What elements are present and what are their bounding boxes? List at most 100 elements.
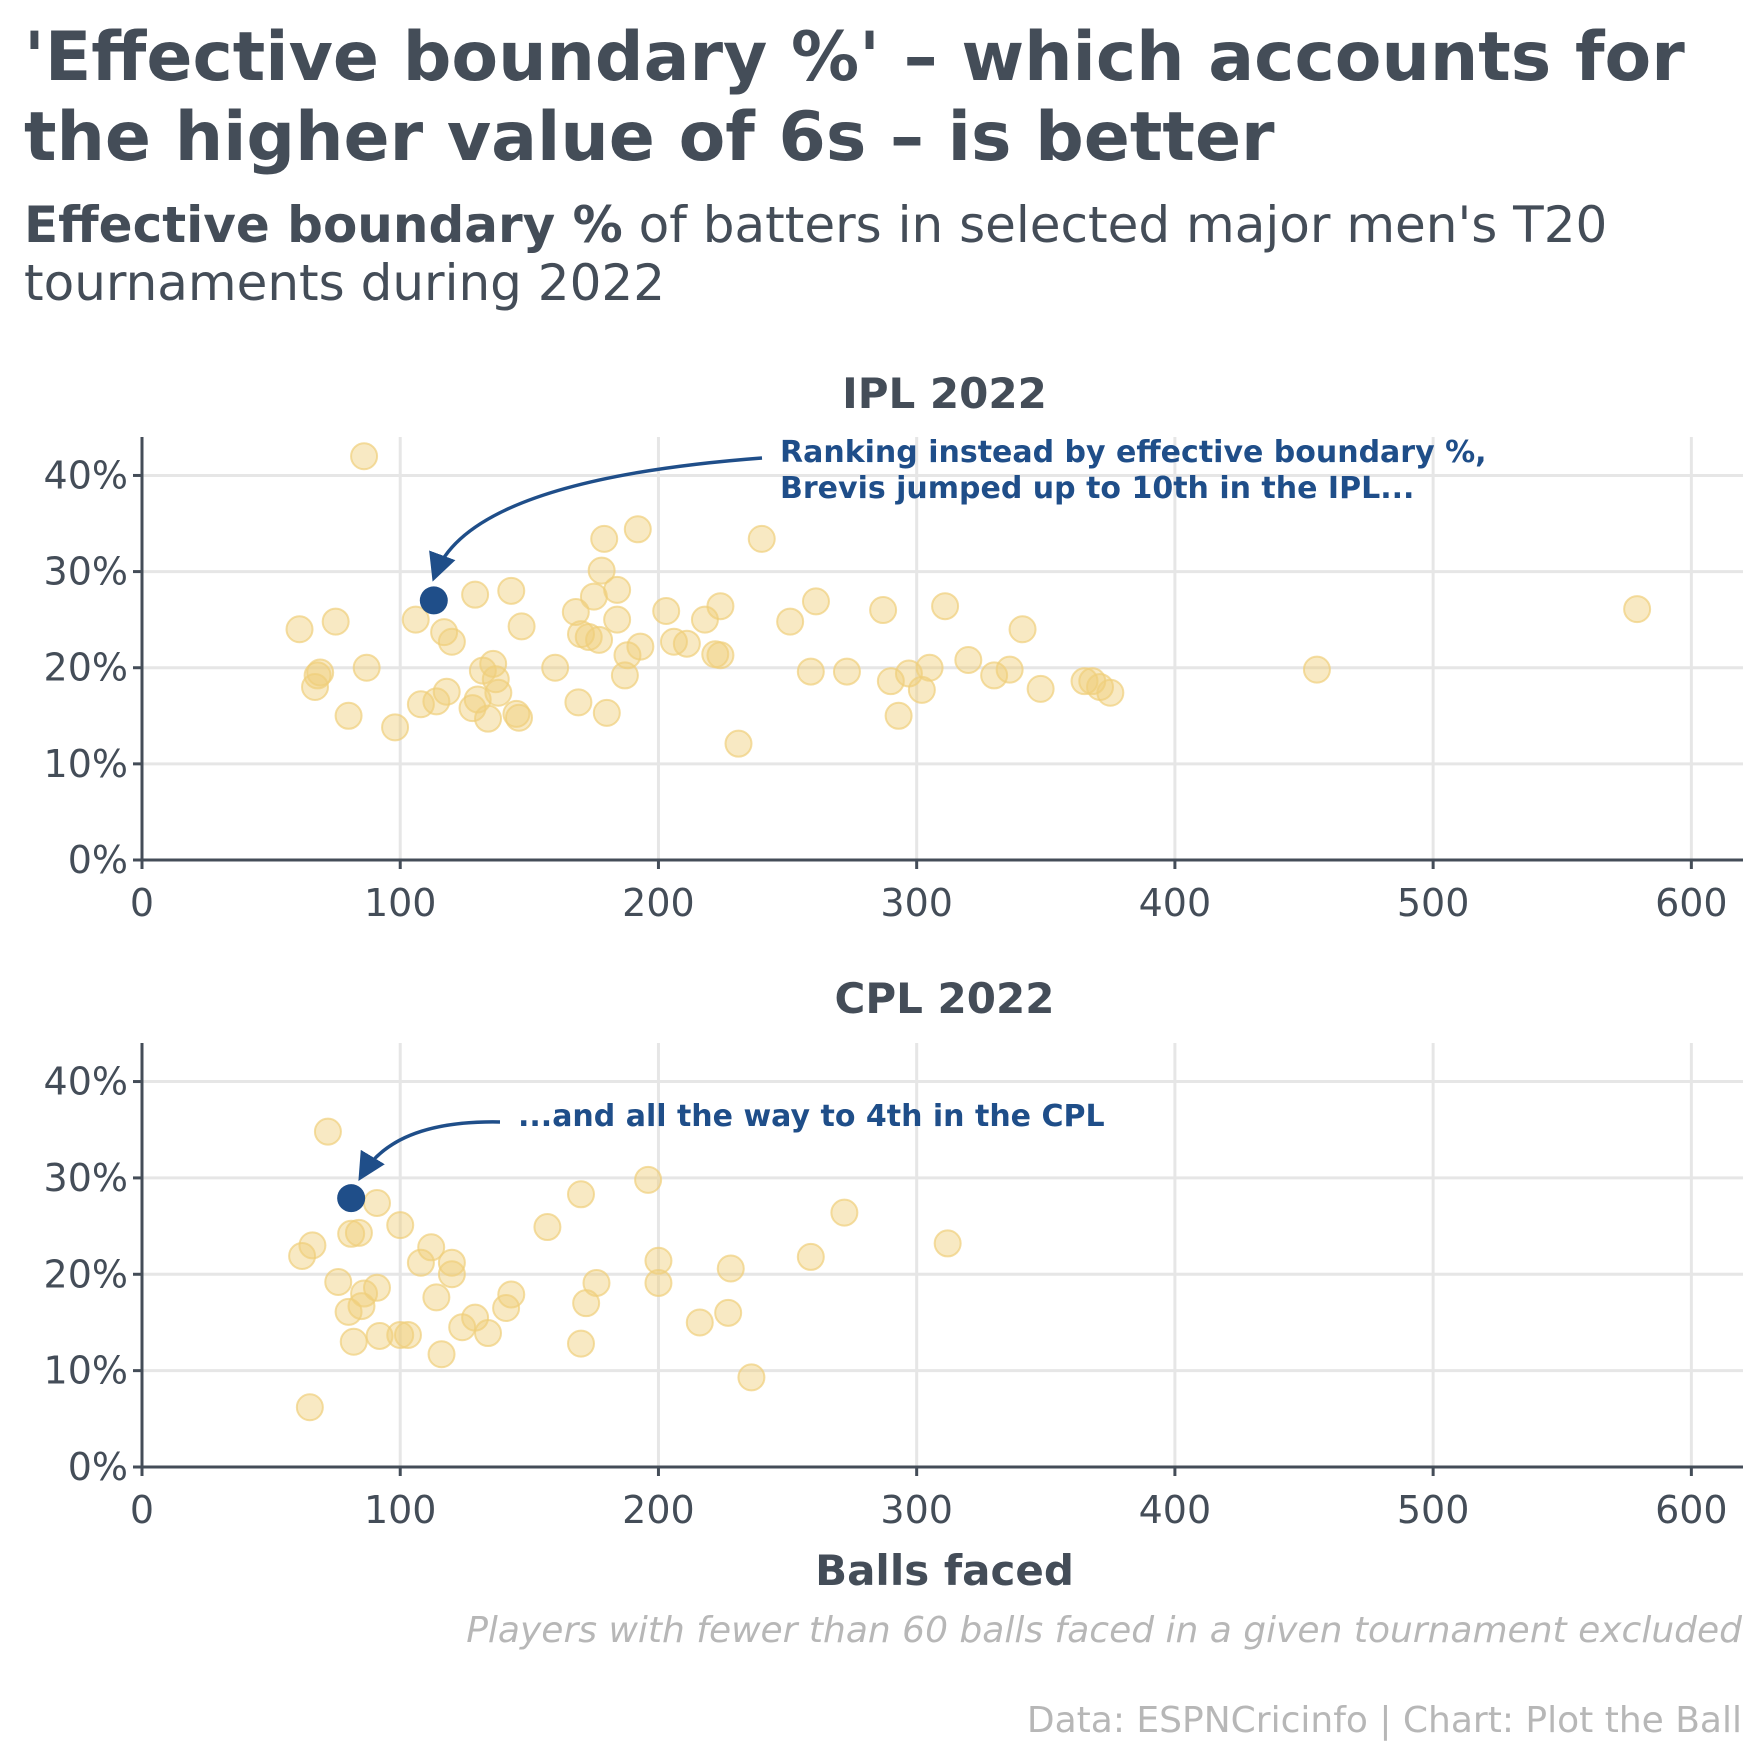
y-tick-label: 30% <box>44 550 128 594</box>
scatter-point <box>1008 615 1037 644</box>
scatter-point <box>437 627 466 656</box>
scatter-point <box>796 1242 825 1271</box>
scatter-point <box>324 1267 353 1296</box>
scatter-point <box>933 1229 962 1258</box>
scatter-point <box>339 1327 368 1356</box>
scatter-point <box>422 1283 451 1312</box>
scatter-point <box>796 657 825 686</box>
scatter-point <box>566 1329 595 1358</box>
scatter-point <box>1026 674 1055 703</box>
scatter-point <box>801 587 830 616</box>
y-tick-label: 20% <box>44 646 128 690</box>
x-tick-label: 0 <box>130 1488 154 1532</box>
scatter-point <box>915 653 944 682</box>
y-tick-label: 40% <box>44 1060 128 1104</box>
annotation-text: Ranking instead by effective boundary %,… <box>780 435 1487 506</box>
x-tick-label: 200 <box>622 881 695 925</box>
scatter-point <box>590 524 619 553</box>
annotation-arrow <box>358 1120 501 1181</box>
scatter-point <box>747 524 776 553</box>
scatter-point <box>344 1218 373 1247</box>
scatter-point <box>685 1308 714 1337</box>
x-tick-label: 100 <box>364 881 437 925</box>
y-tick-label: 20% <box>44 1252 128 1296</box>
x-tick-label: 400 <box>1139 1488 1212 1532</box>
scatter-point <box>1623 595 1652 624</box>
scatter-point <box>574 622 603 651</box>
scatter-point <box>1302 655 1331 684</box>
y-tick-label: 10% <box>44 1349 128 1393</box>
y-tick-label: 30% <box>44 1156 128 1200</box>
scatter-point <box>474 1319 503 1348</box>
y-tick-label: 40% <box>44 453 128 497</box>
highlight-point <box>337 1184 366 1213</box>
chart-title: 'Effective boundary %' – which accounts … <box>24 18 1685 177</box>
x-tick-label: 0 <box>130 881 154 925</box>
scatter-point <box>285 615 314 644</box>
scatter-point <box>497 1280 526 1309</box>
scatter-point <box>931 592 960 621</box>
x-tick-label: 600 <box>1655 1488 1728 1532</box>
scatter-point <box>587 556 616 585</box>
x-tick-label: 300 <box>880 881 953 925</box>
subtitle-rest: of batters in selected major men's T20 t… <box>24 196 1608 312</box>
scatter-point <box>1096 678 1125 707</box>
scatter-point <box>337 1219 366 1248</box>
scatter-point <box>288 1241 317 1270</box>
scatter-point <box>350 442 379 471</box>
scatter-point <box>352 653 381 682</box>
scatter-point <box>634 1165 663 1194</box>
scatter-point <box>652 597 681 626</box>
scatter-point <box>603 605 632 634</box>
scatter-point <box>386 1211 415 1240</box>
scatter-point <box>995 655 1024 684</box>
scatter-point <box>386 1320 415 1349</box>
scatter-point <box>484 678 513 707</box>
scatter-point <box>417 1233 446 1262</box>
scatter-point <box>579 582 608 611</box>
panel-0: IPL 2022 0 100 200 300 400 500 600 0% 10% 20% 30% 40… <box>44 369 1743 925</box>
panel-title: CPL 2022 <box>835 974 1055 1023</box>
scatter-point <box>1070 667 1099 696</box>
scatter-point <box>644 1268 673 1297</box>
scatter-point <box>884 701 913 730</box>
scatter-point <box>566 1180 595 1209</box>
scatter-point <box>432 677 461 706</box>
scatter-point <box>505 703 534 732</box>
x-tick-label: 300 <box>880 1488 953 1532</box>
scatter-point <box>610 661 639 690</box>
scatter-point <box>437 1260 466 1289</box>
x-tick-label: 100 <box>364 1488 437 1532</box>
panel-1: CPL 2022 0 100 200 300 400 500 600 0% 10% 20% 30% 40… <box>44 974 1743 1595</box>
scatter-point <box>830 1198 859 1227</box>
scatter-point <box>497 576 526 605</box>
scatter-point <box>507 612 536 641</box>
scatter-point <box>393 1320 422 1349</box>
scatter-point <box>303 661 332 690</box>
scatter-point <box>623 515 652 544</box>
subtitle-bold: Effective boundary % <box>24 196 623 254</box>
scatter-point <box>427 1340 456 1369</box>
scatter-point <box>980 661 1009 690</box>
x-tick-label: 500 <box>1397 1488 1470 1532</box>
scatter-point <box>533 1213 562 1242</box>
highlight-point <box>419 586 448 615</box>
scatter-point <box>716 1254 745 1283</box>
scatter-point <box>706 641 735 670</box>
x-tick-label: 600 <box>1655 881 1728 925</box>
scatter-point <box>582 1268 611 1297</box>
scatter-point <box>362 1273 391 1302</box>
panel-title: IPL 2022 <box>842 369 1047 418</box>
scatter-point <box>313 1117 342 1146</box>
scatter-point <box>954 646 983 675</box>
scatter-point <box>706 592 735 621</box>
scatter-point <box>437 1248 466 1277</box>
scatter-point <box>869 596 898 625</box>
scatter-point <box>561 597 590 626</box>
scatter-point <box>301 672 330 701</box>
scatter-point <box>422 687 451 716</box>
x-axis-label: Balls faced <box>815 1546 1074 1595</box>
scatter-point <box>626 632 655 661</box>
scatter-point <box>401 605 430 634</box>
scatter-point <box>585 625 614 654</box>
